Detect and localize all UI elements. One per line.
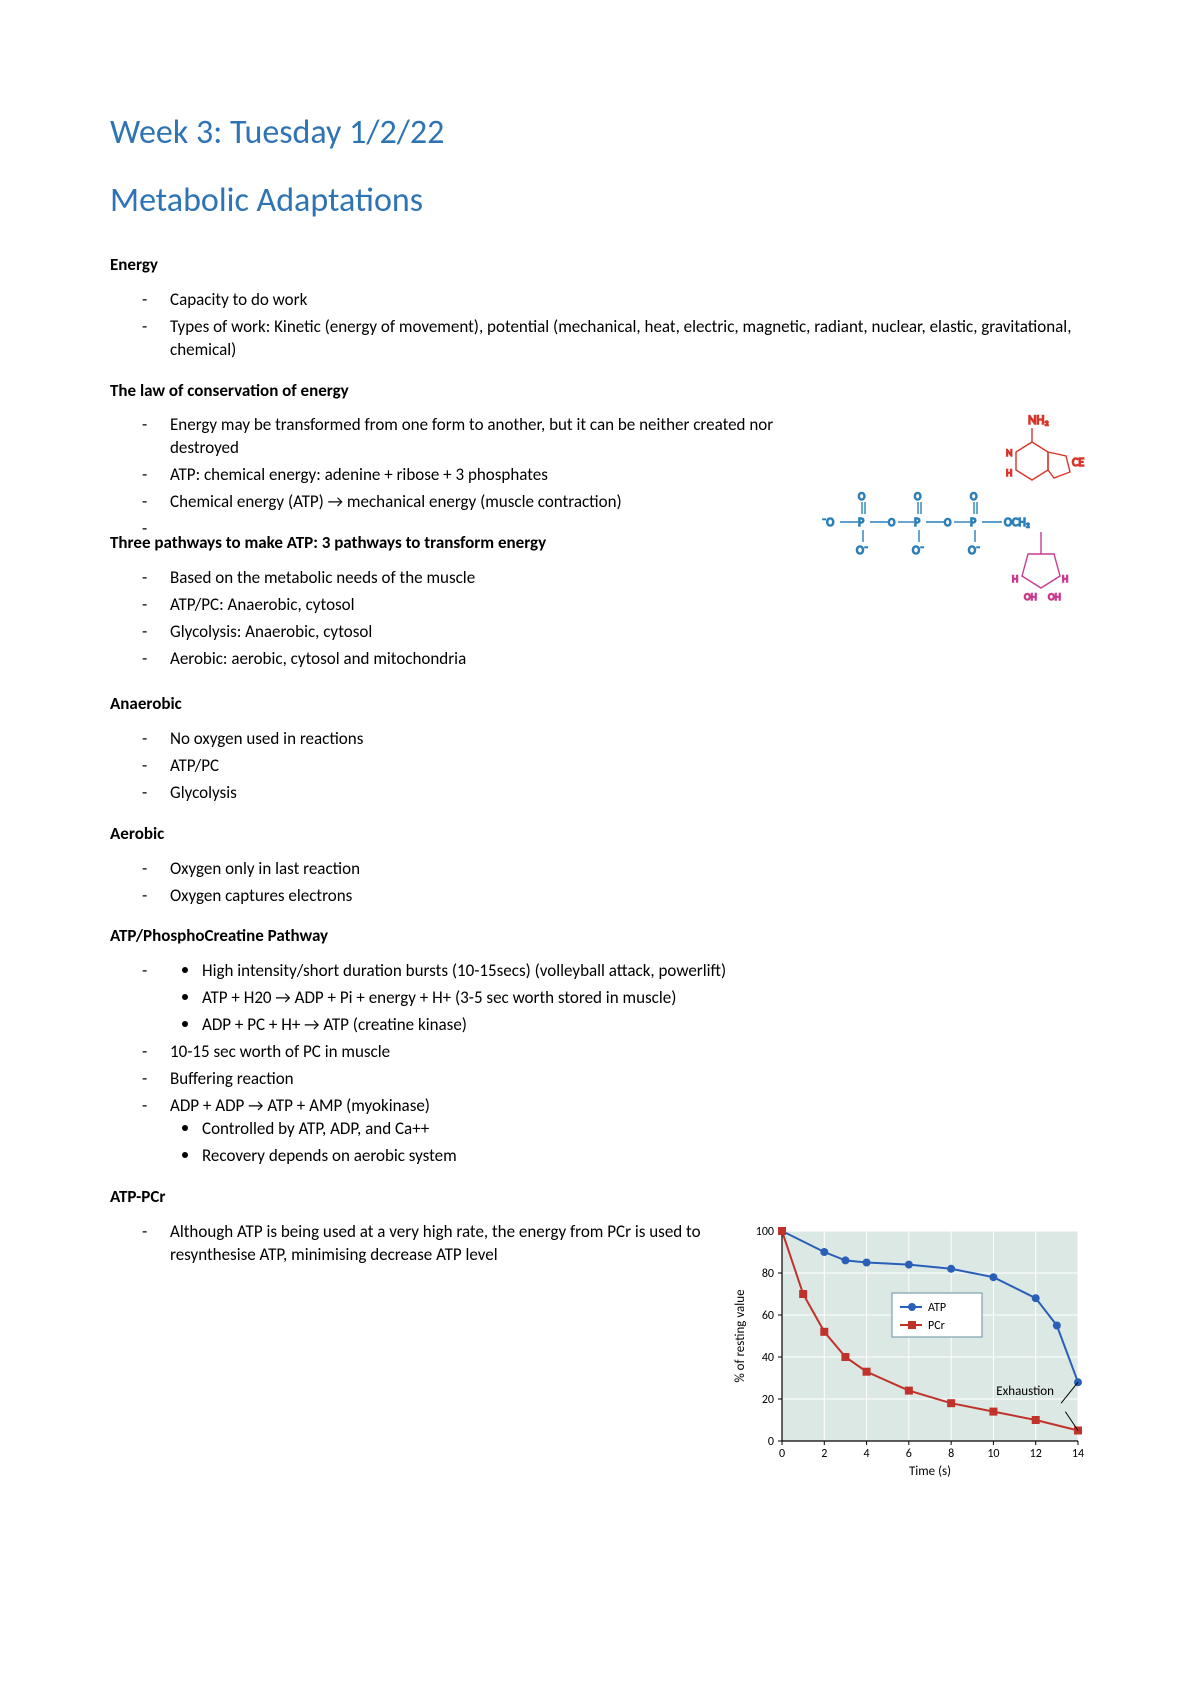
molecule-label: OCH₂ — [1004, 516, 1030, 530]
list-item: Glycolysis — [170, 782, 1090, 805]
molecule-label: O⁻ — [856, 544, 868, 558]
list-aerobic: Oxygen only in last reaction Oxygen capt… — [110, 858, 1090, 908]
svg-text:P: P — [914, 516, 920, 530]
svg-text:2: 2 — [821, 1447, 827, 1461]
list-item: No oxygen used in reactions — [170, 728, 1090, 751]
list-item: Based on the metabolic needs of the musc… — [170, 567, 1090, 590]
section-head-conservation: The law of conservation of energy — [110, 380, 1090, 403]
svg-text:% of resting value: % of resting value — [733, 1289, 748, 1382]
list-item: Energy may be transformed from one form … — [170, 414, 1090, 460]
svg-text:0: 0 — [768, 1435, 774, 1449]
list-item: ATP/PC — [170, 755, 1090, 778]
svg-text:ATP: ATP — [928, 1301, 946, 1315]
list-energy: Capacity to do work Types of work: Kinet… — [110, 289, 1090, 362]
svg-text:20: 20 — [762, 1393, 774, 1407]
svg-text:O: O — [944, 516, 951, 529]
list-item: 10-15 sec worth of PC in muscle — [170, 1041, 1090, 1064]
svg-text:Exhaustion: Exhaustion — [996, 1384, 1054, 1399]
list-item: ATP/PC: Anaerobic, cytosol — [170, 594, 1090, 617]
list-item: ADP + ADP → ATP + AMP (myokinase) Contro… — [170, 1095, 1090, 1168]
list-item: Controlled by ATP, ADP, and Ca++ — [202, 1118, 1090, 1141]
svg-text:Time (s): Time (s) — [909, 1464, 951, 1479]
list-conservation: Energy may be transformed from one form … — [110, 414, 1090, 514]
svg-text:40: 40 — [762, 1351, 774, 1365]
page-title-main: Week 3: Tuesday 1/2/22 — [110, 110, 1090, 156]
list-item: ATP: chemical energy: adenine + ribose +… — [170, 464, 1090, 487]
list-item: High intensity/short duration bursts (10… — [170, 960, 1090, 1037]
list-item: High intensity/short duration bursts (10… — [202, 960, 1090, 983]
svg-text:P: P — [858, 516, 864, 530]
list-item: Buffering reaction — [170, 1068, 1090, 1091]
svg-text:6: 6 — [906, 1447, 912, 1461]
section-head-atppc: ATP/PhosphoCreatine Pathway — [110, 925, 1090, 948]
svg-text:PCr: PCr — [928, 1319, 945, 1333]
list-item: Types of work: Kinetic (energy of moveme… — [170, 316, 1090, 362]
list-item: Aerobic: aerobic, cytosol and mitochondr… — [170, 648, 1090, 671]
list-item: Glycolysis: Anaerobic, cytosol — [170, 621, 1090, 644]
list-item: Chemical energy (ATP) → mechanical energ… — [170, 491, 1090, 514]
list-atppcr: Although ATP is being used at a very hig… — [110, 1221, 718, 1267]
list-item: Recovery depends on aerobic system — [202, 1145, 1090, 1168]
molecule-label: O⁻ — [912, 544, 924, 558]
svg-text:100: 100 — [756, 1225, 774, 1239]
page-title-sub: Metabolic Adaptations — [110, 178, 1090, 224]
svg-text:80: 80 — [762, 1267, 774, 1281]
list-anaerobic: No oxygen used in reactions ATP/PC Glyco… — [110, 728, 1090, 805]
svg-text:12: 12 — [1030, 1447, 1042, 1461]
svg-text:4: 4 — [864, 1447, 870, 1461]
svg-text:10: 10 — [987, 1447, 999, 1461]
svg-text:8: 8 — [948, 1447, 954, 1461]
list-item: ADP + PC + H+ → ATP (creatine kinase) — [202, 1014, 1090, 1037]
list-item: ATP + H20 → ADP + Pi + energy + H+ (3-5 … — [202, 987, 1090, 1010]
svg-text:60: 60 — [762, 1309, 774, 1323]
list-atppc: High intensity/short duration bursts (10… — [110, 960, 1090, 1168]
chart-svg: 0 2 4 6 8 10 12 14 0 20 40 60 80 100 Time (s) % of rest… — [730, 1221, 1090, 1481]
svg-text:14: 14 — [1072, 1447, 1084, 1461]
section-head-aerobic: Aerobic — [110, 823, 1090, 846]
section-head-atppcr: ATP-PCr — [110, 1186, 1090, 1209]
molecule-label: ⁻O — [822, 516, 834, 530]
list-pathways: Based on the metabolic needs of the musc… — [110, 567, 1090, 671]
svg-text:0: 0 — [779, 1447, 785, 1461]
molecule-label: O⁻ — [968, 544, 980, 558]
section-head-anaerobic: Anaerobic — [110, 693, 1090, 716]
svg-text:O: O — [888, 516, 895, 529]
list-item: Capacity to do work — [170, 289, 1090, 312]
atp-pcr-chart: 0 2 4 6 8 10 12 14 0 20 40 60 80 100 Time (s) % of rest… — [730, 1221, 1090, 1481]
list-item: Although ATP is being used at a very hig… — [170, 1221, 718, 1267]
list-item: Oxygen only in last reaction — [170, 858, 1090, 881]
list-item: Oxygen captures electrons — [170, 885, 1090, 908]
svg-text:P: P — [970, 516, 976, 530]
section-head-energy: Energy — [110, 254, 1090, 277]
